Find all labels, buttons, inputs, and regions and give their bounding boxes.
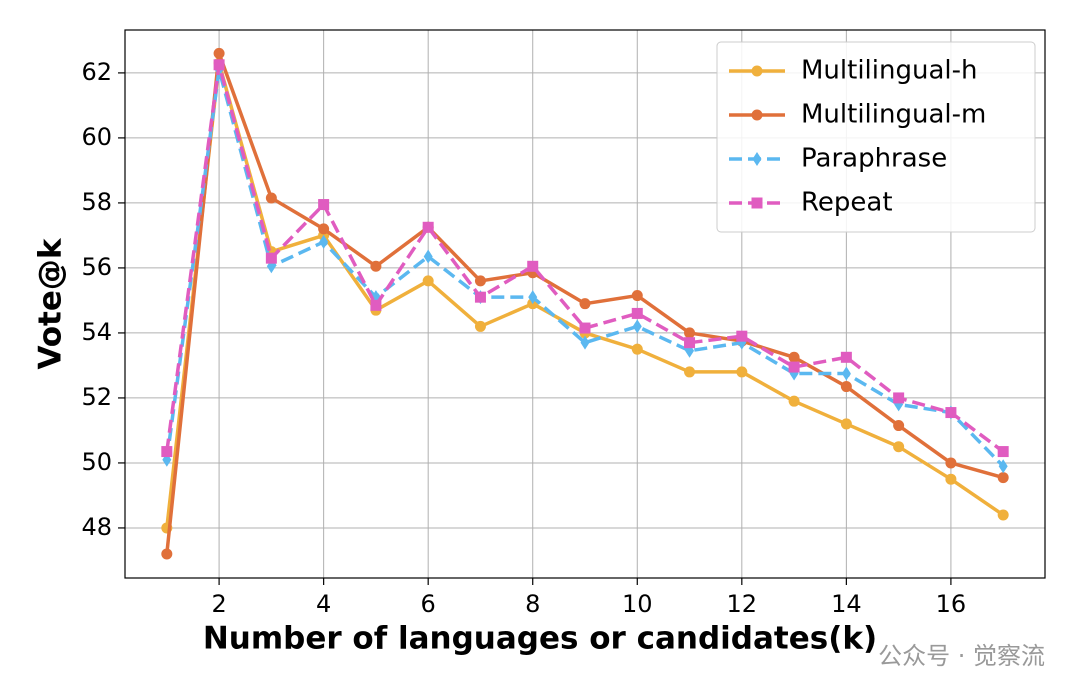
series-line xyxy=(165,67,1005,468)
y-tick-label: 62 xyxy=(81,58,112,86)
y-tick-label: 54 xyxy=(81,318,112,346)
x-tick-label: 14 xyxy=(831,590,862,618)
data-point xyxy=(736,330,748,342)
data-point xyxy=(788,361,800,373)
y-tick-label: 56 xyxy=(81,253,112,281)
plot-frame xyxy=(124,29,1046,579)
data-point xyxy=(474,320,486,332)
data-point xyxy=(265,192,277,204)
x-tick-label: 10 xyxy=(622,590,653,618)
data-point xyxy=(319,234,329,249)
data-point xyxy=(840,418,852,430)
data-point xyxy=(580,335,590,350)
y-axis-label: Vote@k xyxy=(33,237,69,369)
data-point xyxy=(632,319,642,334)
data-point xyxy=(945,473,957,485)
data-point xyxy=(265,252,277,264)
data-point xyxy=(840,351,852,363)
data-point xyxy=(997,472,1009,484)
legend-marker xyxy=(751,65,763,77)
data-point xyxy=(631,290,643,302)
legend-marker xyxy=(751,109,763,121)
x-tick-label: 6 xyxy=(421,590,436,618)
data-point xyxy=(631,343,643,355)
data-point xyxy=(318,223,330,235)
y-tick-label: 50 xyxy=(81,448,112,476)
y-tick-label: 48 xyxy=(81,513,112,541)
legend-box xyxy=(716,41,1036,233)
legend-label: Paraphrase xyxy=(801,144,947,174)
x-tick-label: 12 xyxy=(727,590,758,618)
data-point xyxy=(684,337,696,349)
data-point xyxy=(527,260,539,272)
data-point xyxy=(213,47,225,59)
data-point xyxy=(579,298,591,310)
data-point xyxy=(893,392,905,404)
data-point xyxy=(161,446,173,458)
data-point xyxy=(161,548,173,560)
y-tick-label: 52 xyxy=(81,383,112,411)
watermark: 公众号 · 觉察流 xyxy=(878,642,1045,670)
y-tick-label: 58 xyxy=(81,188,112,216)
x-tick-label: 8 xyxy=(525,590,540,618)
legend-label: Multilingual-m xyxy=(801,100,986,130)
legend-label: Multilingual-h xyxy=(801,56,977,86)
data-point xyxy=(318,199,330,211)
x-tick-label: 4 xyxy=(316,590,331,618)
data-point xyxy=(997,446,1009,458)
data-point xyxy=(370,299,382,311)
legend-marker xyxy=(752,152,762,166)
data-point xyxy=(893,441,905,453)
data-point xyxy=(579,322,591,334)
data-point xyxy=(370,260,382,272)
data-point xyxy=(997,509,1009,521)
data-point xyxy=(788,395,800,407)
x-axis-label: Number of languages or candidates(k) xyxy=(203,621,877,657)
legend-marker xyxy=(751,197,763,209)
data-point xyxy=(945,457,957,469)
data-point xyxy=(736,366,748,378)
data-point xyxy=(684,366,696,378)
data-point xyxy=(684,327,696,339)
data-point xyxy=(893,420,905,432)
legend-label: Repeat xyxy=(801,188,893,218)
y-tick-label: 60 xyxy=(81,123,112,151)
data-point xyxy=(213,59,225,71)
data-point xyxy=(841,366,851,381)
data-point xyxy=(788,351,800,363)
data-point xyxy=(528,290,538,305)
data-point xyxy=(998,459,1008,474)
data-point xyxy=(474,275,486,287)
data-point xyxy=(945,407,957,419)
data-point xyxy=(631,307,643,319)
data-point xyxy=(422,221,434,233)
x-tick-label: 2 xyxy=(211,590,226,618)
data-point xyxy=(422,275,434,287)
data-point xyxy=(840,381,852,393)
x-tick-label: 16 xyxy=(936,590,967,618)
data-point xyxy=(474,291,486,303)
data-point xyxy=(423,249,433,264)
